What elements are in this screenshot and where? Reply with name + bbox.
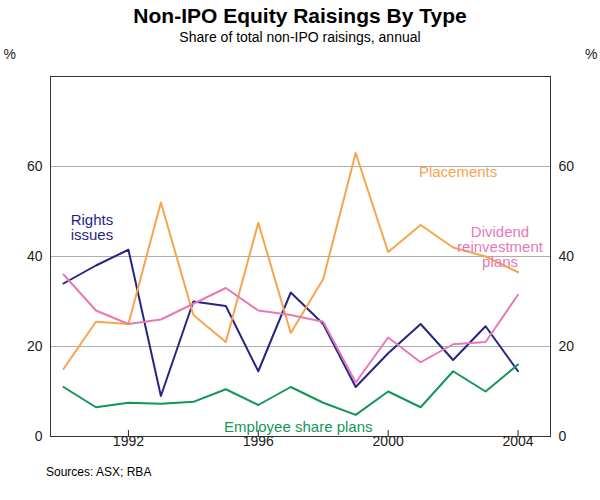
html-text:Share of total non-IPO raising: Share of total non-IPO raisings, annual <box>179 29 421 45</box>
svg-text:1996: 1996 <box>243 433 274 449</box>
html-text:Non-IPO Equity Raisings By Typ: Non-IPO Equity Raisings By Type <box>133 4 467 27</box>
svg-text:0: 0 <box>559 428 567 444</box>
svg-text:Dividendreinvestmentplans: Dividendreinvestmentplans <box>457 223 544 270</box>
svg-text:40: 40 <box>27 248 43 264</box>
svg-text:2004: 2004 <box>502 433 533 449</box>
svg-text:0: 0 <box>35 428 43 444</box>
svg-text:1992: 1992 <box>113 433 144 449</box>
svg-text:Employee share plans: Employee share plans <box>224 418 372 435</box>
html-text:Sources: ASX; RBA: Sources: ASX; RBA <box>46 465 152 479</box>
svg-text:Rightsissues: Rightsissues <box>71 211 114 243</box>
svg-text:Placements: Placements <box>419 163 497 180</box>
svg-text:60: 60 <box>27 158 43 174</box>
svg-text:20: 20 <box>559 338 575 354</box>
svg-text:%: % <box>585 46 597 62</box>
svg-text:%: % <box>4 46 16 62</box>
svg-text:2000: 2000 <box>373 433 404 449</box>
svg-text:20: 20 <box>27 338 43 354</box>
svg-text:60: 60 <box>559 158 575 174</box>
svg-text:40: 40 <box>559 248 575 264</box>
